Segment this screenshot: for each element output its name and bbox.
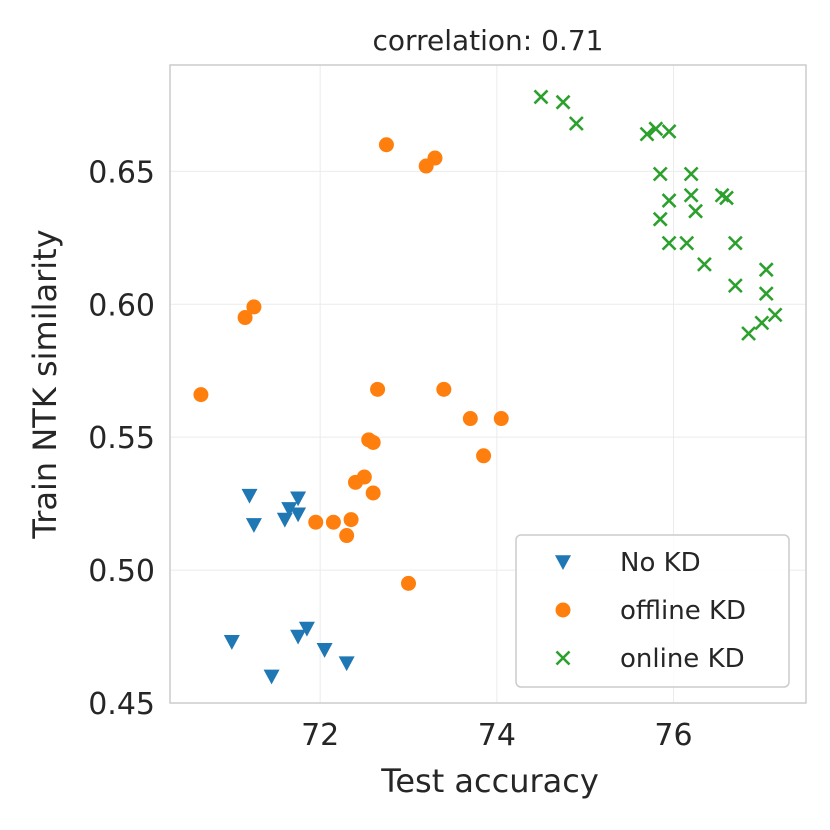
data-point	[533, 89, 549, 105]
data-point	[298, 621, 315, 637]
data-point	[401, 575, 416, 591]
data-point	[316, 643, 333, 658]
legend-label: No KD	[620, 548, 701, 578]
data-point	[246, 299, 262, 315]
x-tick-label: 74	[478, 718, 516, 753]
x-axis-label: Test accuracy	[380, 762, 599, 800]
data-point	[661, 193, 677, 208]
data-point	[223, 635, 240, 650]
x-tick-labels: 72 74 76	[301, 718, 693, 753]
legend-marker	[555, 602, 571, 618]
data-point	[290, 629, 307, 645]
grid	[170, 65, 806, 704]
data-point	[476, 448, 492, 464]
data-point	[727, 278, 743, 294]
data-point	[462, 411, 478, 427]
series-online-kd	[533, 89, 783, 341]
data-point	[648, 121, 664, 137]
legend-entry: online KD	[555, 644, 745, 674]
data-point	[343, 512, 359, 528]
data-point	[688, 203, 704, 219]
data-point	[754, 315, 770, 331]
legend-entry: offline KD	[555, 596, 746, 626]
data-point	[639, 126, 655, 142]
y-tick-label: 0.65	[88, 155, 155, 190]
data-point	[290, 491, 307, 507]
data-point	[193, 387, 209, 403]
data-point	[758, 286, 774, 302]
legend-label: offline KD	[620, 596, 746, 626]
data-point	[290, 507, 307, 523]
data-point	[325, 514, 341, 530]
y-tick-label: 0.55	[88, 421, 155, 456]
y-tick-label: 0.50	[88, 554, 155, 589]
data-point	[339, 528, 355, 544]
y-tick-labels: 0.45 0.50 0.55 0.60 0.65	[88, 155, 155, 722]
x-tick-label: 72	[301, 718, 339, 753]
data-points	[193, 89, 783, 685]
data-point	[719, 190, 734, 206]
legend-marker	[555, 650, 571, 666]
plot-area-frame	[169, 64, 807, 704]
data-point	[276, 512, 293, 528]
y-axis-label: Train NTK similarity	[26, 229, 64, 539]
data-point	[767, 307, 783, 323]
data-point	[758, 262, 774, 278]
data-point	[727, 235, 743, 251]
data-point	[683, 166, 699, 182]
data-point	[568, 116, 584, 131]
data-point	[696, 256, 712, 272]
data-point	[378, 137, 394, 153]
chart-title: correlation: 0.71	[373, 24, 604, 57]
data-point	[652, 166, 668, 182]
x-tick-label: 76	[654, 718, 692, 753]
data-point	[281, 502, 298, 517]
data-point	[427, 150, 443, 166]
data-point	[741, 326, 757, 341]
data-point	[679, 235, 695, 251]
legend-label: online KD	[620, 644, 745, 674]
data-point	[241, 488, 258, 504]
data-point	[555, 94, 571, 110]
data-point	[652, 211, 668, 227]
y-tick-label: 0.60	[88, 288, 155, 323]
legend-marker	[555, 555, 571, 570]
data-point	[661, 124, 677, 139]
data-point	[308, 514, 324, 530]
data-point	[370, 381, 386, 397]
data-point	[436, 381, 452, 397]
data-point	[356, 469, 372, 485]
series-no-kd	[223, 488, 355, 685]
data-point	[237, 310, 253, 326]
data-point	[365, 434, 381, 450]
data-point	[263, 669, 280, 685]
legend-entry: No KD	[555, 548, 701, 578]
data-point	[661, 235, 677, 251]
y-tick-label: 0.45	[88, 687, 155, 722]
series-offline-kd	[193, 137, 509, 591]
data-point	[493, 411, 509, 427]
legend: No KD offline KD online KD	[515, 534, 790, 688]
data-point	[365, 485, 381, 501]
data-point	[683, 187, 699, 203]
legend-frame	[515, 534, 790, 688]
data-point	[338, 656, 355, 672]
data-point	[245, 518, 262, 533]
